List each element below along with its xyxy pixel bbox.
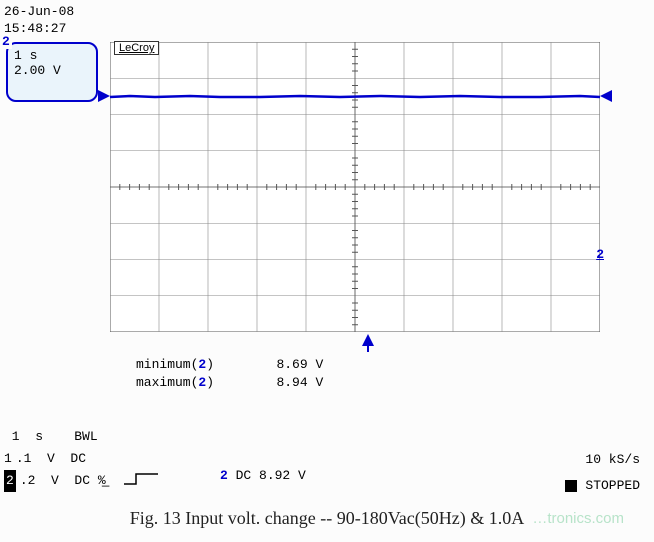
status-text: STOPPED bbox=[585, 478, 640, 493]
timestamp: 26-Jun-08 15:48:27 bbox=[4, 4, 74, 38]
channel-vdiv: 2.00 V bbox=[14, 63, 90, 78]
timestamp-time: 15:48:27 bbox=[4, 21, 74, 38]
ground-marker-right-icon bbox=[600, 90, 612, 102]
channel-prefix: 2 bbox=[4, 470, 16, 492]
stop-icon bbox=[565, 480, 577, 492]
coupling-step-icon bbox=[124, 472, 158, 494]
measurements-block: minimum(2) 8.69 V maximum(2) 8.94 V bbox=[136, 356, 323, 391]
channel-info-box: 2 1 s 2.00 V bbox=[6, 42, 98, 102]
sample-rate: 10 kS/s bbox=[585, 452, 640, 467]
acquisition-status: STOPPED bbox=[565, 478, 640, 493]
channel-number: 2 bbox=[0, 34, 12, 49]
measurement-row: minimum(2) 8.69 V bbox=[136, 356, 323, 374]
watermark-text: …tronics.com bbox=[532, 510, 624, 527]
channel-settings-text: .1 V DC bbox=[16, 448, 86, 470]
timestamp-date: 26-Jun-08 bbox=[4, 4, 74, 21]
channel-settings-row: 2 .2 V DC %̲ bbox=[4, 470, 158, 492]
dc-readout: 2 DC 8.92 V bbox=[220, 468, 306, 483]
channel-settings-header: 1 s BWL bbox=[4, 426, 158, 448]
waveform-trace bbox=[110, 96, 600, 97]
measurement-row: maximum(2) 8.94 V bbox=[136, 374, 323, 392]
channel-timebase: 1 s bbox=[14, 48, 90, 63]
brand-label: LeCroy bbox=[114, 41, 159, 55]
channel-prefix: 1 bbox=[4, 448, 12, 470]
channel-settings-text: .2 V DC %̲ bbox=[20, 470, 106, 492]
dc-readout-value: DC 8.92 V bbox=[236, 468, 306, 483]
channel-settings-block: 1 s BWL 1 .1 V DC 2 .2 V DC %̲ bbox=[4, 426, 158, 492]
oscilloscope-grid bbox=[110, 42, 600, 332]
ground-marker-left-icon bbox=[98, 90, 110, 102]
waveform-display: LeCroy bbox=[110, 42, 600, 332]
channel-marker-right: 2 bbox=[596, 247, 604, 262]
trigger-marker-stem bbox=[367, 342, 369, 352]
dc-readout-channel: 2 bbox=[220, 468, 228, 483]
channel-settings-row: 1 .1 V DC bbox=[4, 448, 158, 470]
